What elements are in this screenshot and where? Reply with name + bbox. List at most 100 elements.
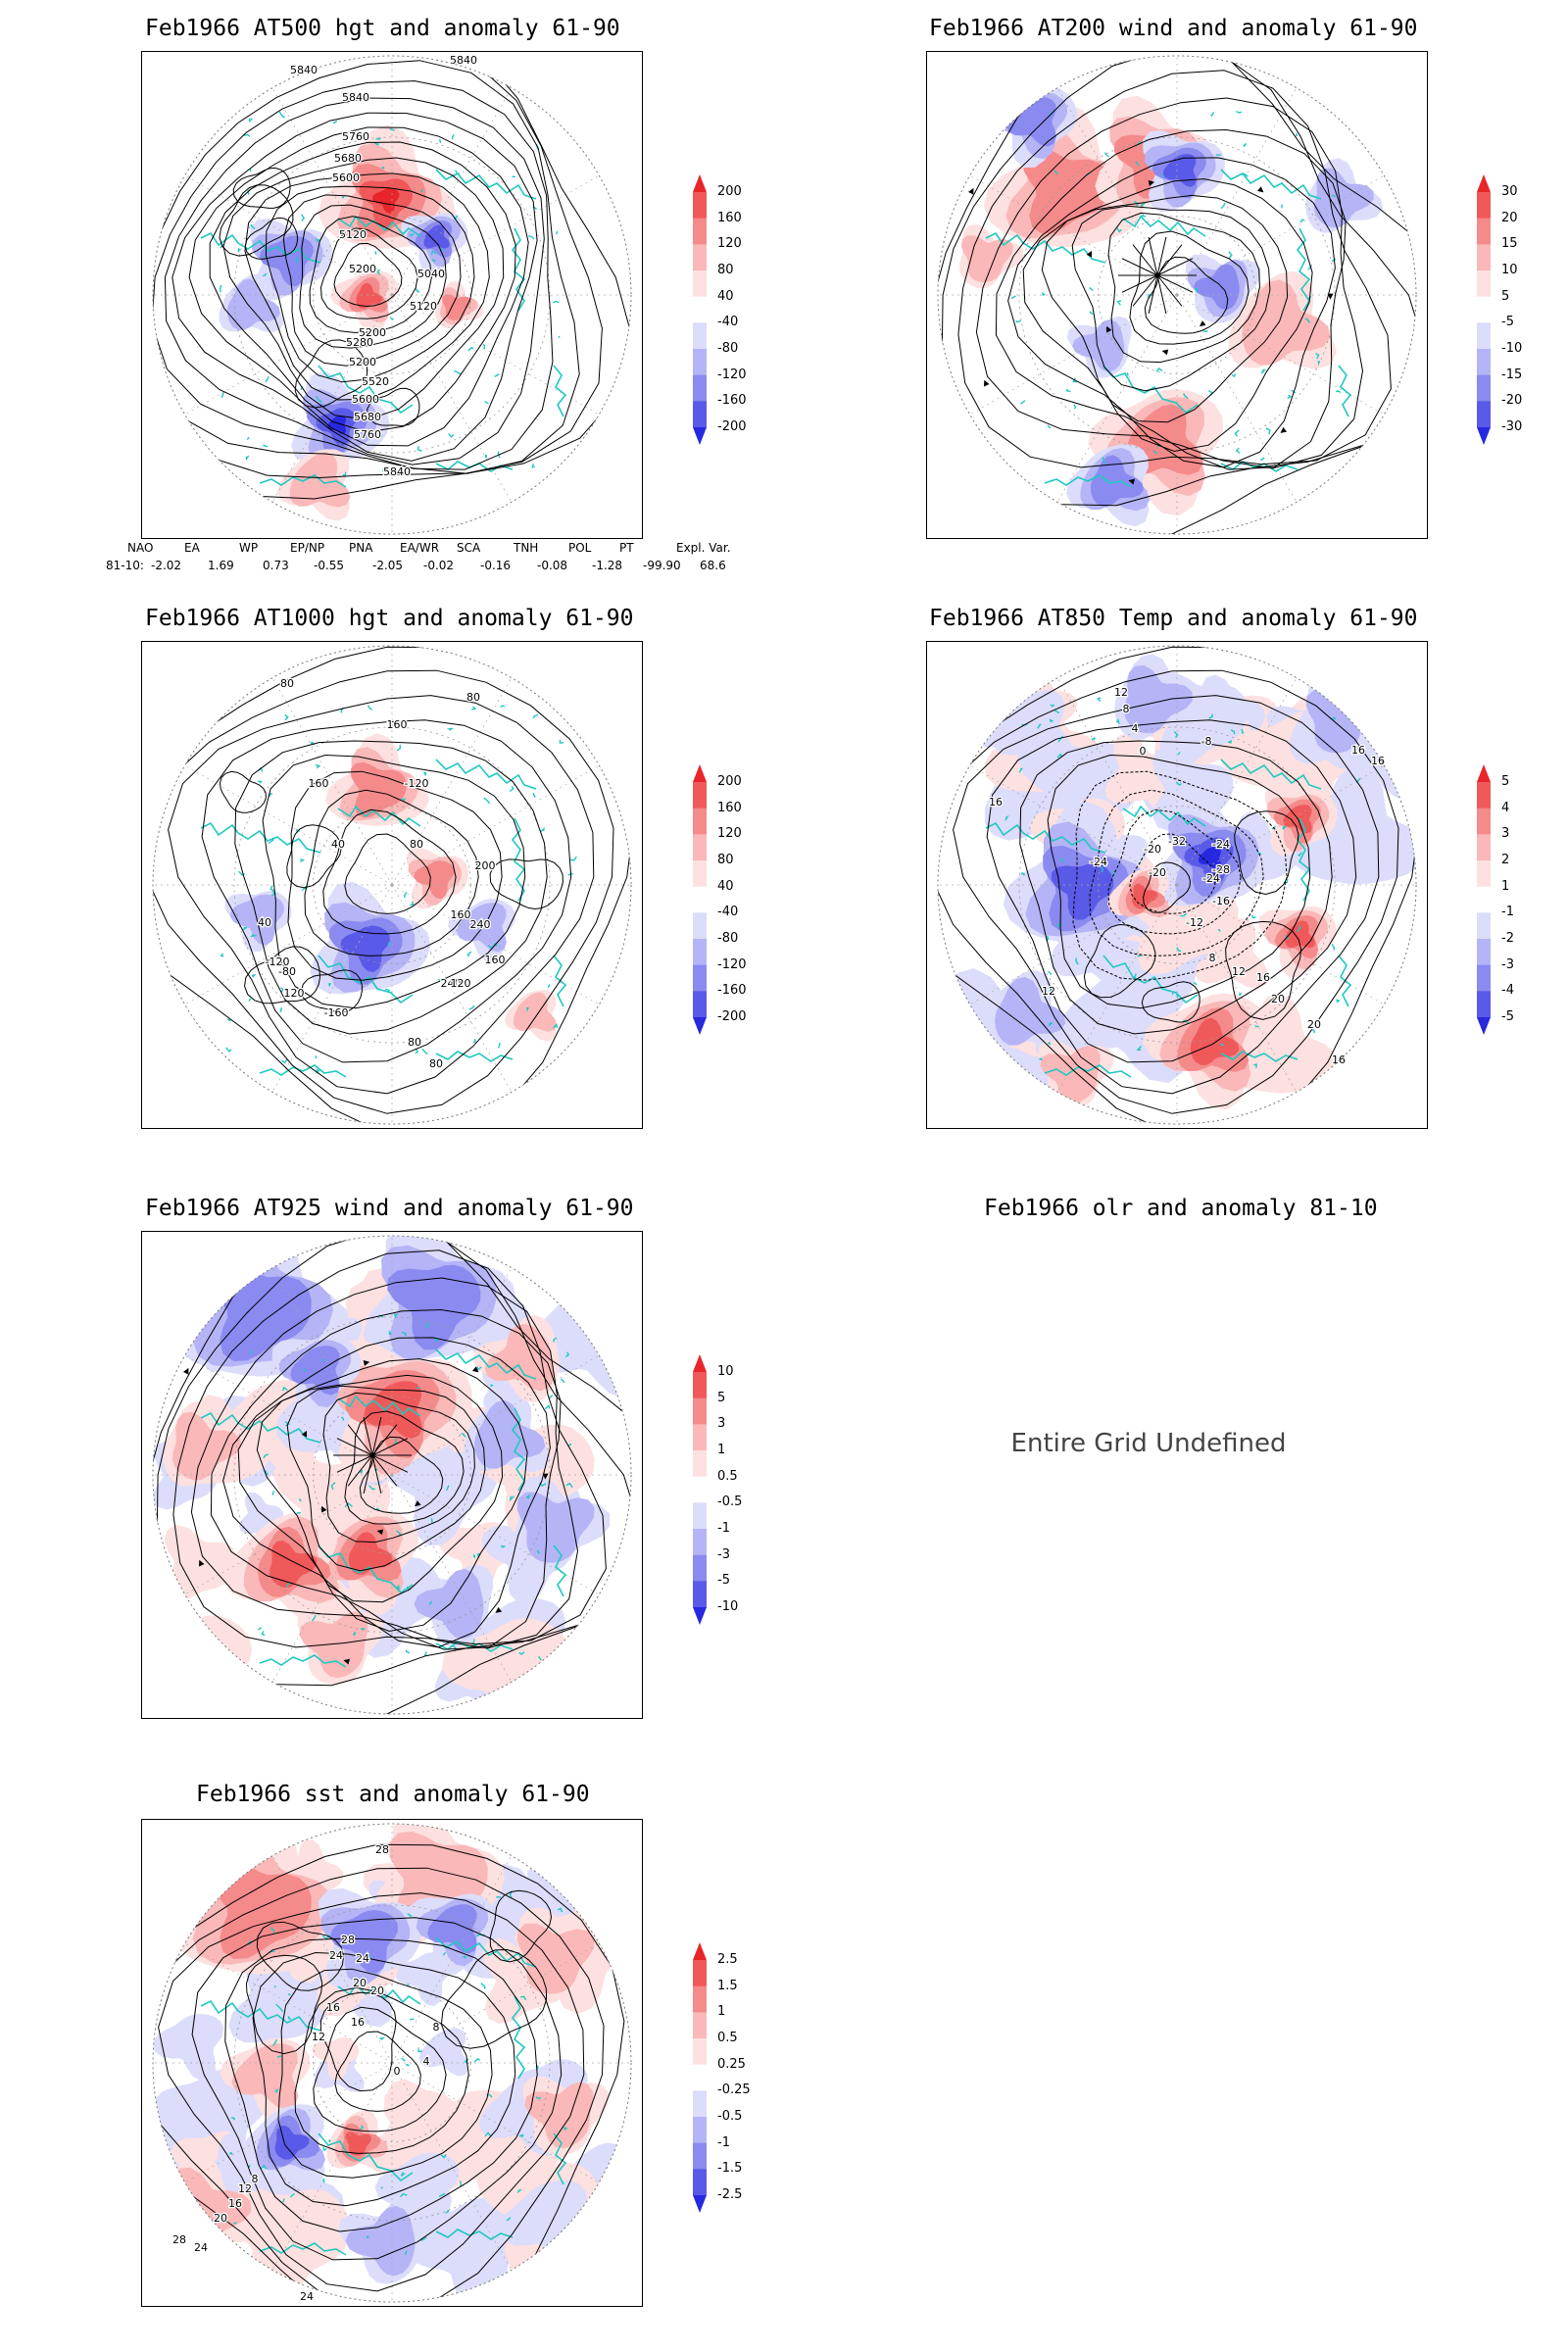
coastline-fragment bbox=[275, 2003, 284, 2013]
coastline-segment bbox=[1296, 817, 1311, 902]
coastline-fragment bbox=[1332, 716, 1337, 720]
teleconnection-header: NAO bbox=[127, 541, 154, 555]
teleconnection-value: -0.08 bbox=[537, 559, 568, 572]
coastline-fragment bbox=[410, 901, 415, 906]
contour-line bbox=[1143, 861, 1192, 913]
legend-500hgt: 200 160 120 80 40 -40 -80 -120 -160 -200 bbox=[688, 172, 757, 447]
contour-label: -12 bbox=[1186, 916, 1203, 929]
coastline-fragment bbox=[1317, 361, 1321, 366]
flow-arrow bbox=[1148, 180, 1155, 186]
negative-anomaly-area bbox=[1072, 318, 1125, 372]
legend-tick-label: 160 bbox=[717, 800, 742, 815]
coastline-fragment bbox=[327, 982, 331, 987]
contour-label: 20 bbox=[370, 1984, 384, 1997]
legend-tick-label: 2.5 bbox=[717, 1952, 738, 1967]
legend-tick-label: -20 bbox=[1501, 393, 1523, 409]
legend-swatch bbox=[1477, 808, 1491, 835]
map-500hgt: 5840 5840 5840 5760 5680 5600 5120 5200 5040 5120… bbox=[141, 51, 643, 539]
coastline-fragment bbox=[415, 288, 420, 293]
coastline-fragment bbox=[1047, 970, 1053, 975]
contour-line bbox=[168, 695, 595, 1095]
contour-line bbox=[243, 946, 321, 1004]
map-sst: 28282424202016161284028242016128242828 bbox=[141, 1819, 643, 2307]
coastline-fragment bbox=[494, 373, 500, 377]
flow-arrow bbox=[984, 379, 990, 387]
streamline bbox=[286, 1385, 486, 1572]
contour-label: 5840 bbox=[383, 466, 411, 478]
coastline-fragment bbox=[537, 1549, 540, 1554]
contour-label: 24 bbox=[300, 2290, 314, 2303]
legend-tick-label: 30 bbox=[1501, 184, 1518, 199]
coastline-fragment bbox=[405, 2250, 408, 2256]
negative-anomaly-area bbox=[414, 1568, 484, 1640]
coastline-fragment bbox=[1287, 394, 1293, 400]
coastline-segment bbox=[511, 1407, 526, 1492]
coastline-segment bbox=[259, 2242, 347, 2256]
contour-label: 160 bbox=[387, 718, 408, 731]
contour-label: -28 bbox=[1212, 863, 1230, 876]
legend-swatch bbox=[1477, 218, 1491, 245]
coastline-fragment bbox=[1075, 957, 1079, 965]
positive-anomaly-area bbox=[299, 1611, 368, 1679]
legend-swatch bbox=[693, 1960, 707, 1987]
coastline-fragment bbox=[553, 1337, 558, 1343]
legend-swatch bbox=[1477, 349, 1491, 376]
coastline-fragment bbox=[423, 1651, 428, 1657]
contour-line bbox=[265, 185, 475, 383]
coastline-fragment bbox=[440, 2153, 447, 2159]
contour-label: -20 bbox=[1144, 843, 1161, 856]
contour-label: 8 bbox=[1123, 703, 1130, 715]
contour-line bbox=[313, 2006, 447, 2132]
coastline-fragment bbox=[396, 744, 402, 752]
coastline-fragment bbox=[553, 1022, 559, 1029]
coastline-fragment bbox=[463, 982, 468, 987]
contour-line bbox=[232, 167, 291, 209]
coastline-fragment bbox=[1227, 740, 1233, 744]
coastline-fragment bbox=[257, 780, 263, 784]
flow-arrow bbox=[414, 1500, 421, 1507]
coastline-fragment bbox=[1020, 871, 1026, 876]
coastline-fragment bbox=[1210, 111, 1215, 117]
legend-arrow-top bbox=[1477, 174, 1491, 192]
legend-swatch bbox=[1477, 886, 1491, 913]
contour-label: 28 bbox=[172, 2233, 186, 2246]
coastline-fragment bbox=[1296, 132, 1298, 137]
legend-tick-label: 15 bbox=[1501, 236, 1518, 252]
polar-projection bbox=[153, 56, 631, 534]
negative-anomaly-area bbox=[423, 224, 450, 249]
legend-tick-label: 3 bbox=[717, 1416, 726, 1432]
contour-line bbox=[1089, 789, 1264, 956]
legend-swatch bbox=[693, 1581, 707, 1608]
coastline-fragment bbox=[500, 705, 506, 708]
coastline-fragment bbox=[1073, 404, 1077, 410]
coastline-fragment bbox=[242, 926, 248, 931]
map-canvas bbox=[937, 55, 1417, 535]
legend-tick-label: -3 bbox=[717, 1546, 730, 1562]
coastline-fragment bbox=[424, 1322, 429, 1329]
coastline-fragment bbox=[1260, 368, 1266, 374]
coastline-fragment bbox=[1037, 723, 1042, 729]
contour-label: 5760 bbox=[342, 130, 369, 143]
coastline-fragment bbox=[496, 1895, 502, 1898]
coastline-fragment bbox=[282, 1386, 288, 1392]
legend-tick-label: 3 bbox=[1501, 826, 1510, 842]
contour-line bbox=[191, 1917, 563, 2261]
legend-swatch bbox=[693, 912, 707, 940]
contour-label: 8 bbox=[433, 2021, 440, 2034]
map-925wind bbox=[141, 1231, 643, 1719]
positive-anomaly-area bbox=[270, 1541, 317, 1588]
coastline-fragment bbox=[401, 798, 407, 802]
coastline-fragment bbox=[525, 1494, 530, 1499]
contour-label: 40 bbox=[258, 916, 271, 929]
legend-swatch bbox=[693, 401, 707, 428]
coastline-fragment bbox=[300, 214, 306, 221]
legend-tick-label: -200 bbox=[717, 419, 747, 434]
coastline-fragment bbox=[385, 988, 390, 993]
legend-tick-label: 10 bbox=[1501, 263, 1518, 277]
legend-swatch bbox=[693, 1372, 707, 1399]
coastline-fragment bbox=[1020, 400, 1026, 405]
streamline bbox=[1121, 258, 1158, 276]
coastline-fragment bbox=[270, 885, 275, 892]
streamline bbox=[1041, 194, 1289, 423]
contour-label: 4 bbox=[1132, 722, 1139, 735]
